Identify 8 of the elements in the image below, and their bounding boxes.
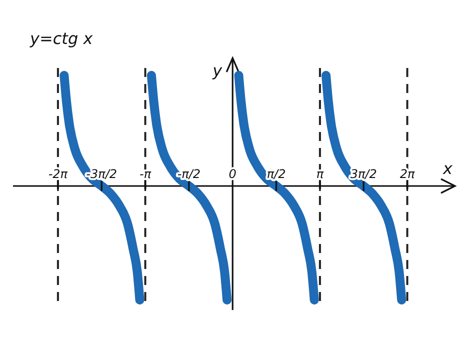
x-tick-label: -2π (48, 167, 68, 181)
chart-title: y=ctg x (29, 29, 94, 48)
x-tick-label: -π (139, 167, 152, 181)
x-axis-title: x (442, 159, 453, 178)
x-tick-label: π/2 (266, 167, 286, 181)
x-tick-label: 2π (400, 167, 416, 181)
x-tick-label: π (316, 167, 324, 181)
y-axis-title: y (212, 61, 223, 80)
